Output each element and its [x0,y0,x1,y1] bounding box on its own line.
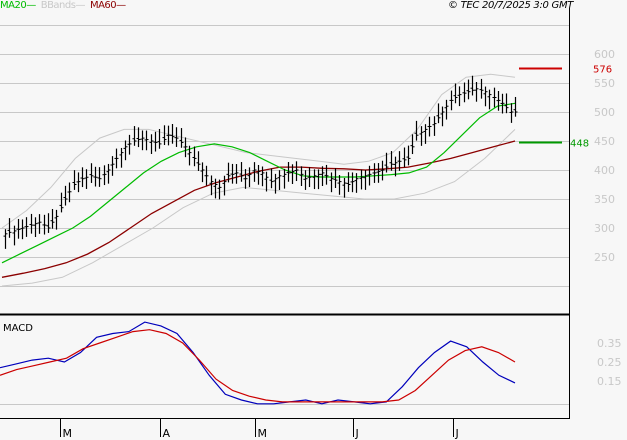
month-label: M [258,427,268,440]
price-y-label: 250 [594,251,615,264]
legend-ma20: MA20— [0,0,36,11]
macd-y-label: 0.15 [597,375,622,388]
macd-lines [0,321,516,405]
price-gridlines [0,25,569,287]
macd-y-label: 0.35 [597,337,622,350]
ma60-path [1,140,516,278]
month-label: A [163,427,171,440]
month-label: M [63,427,73,440]
support-resistance-levels: 576 448 [519,65,612,150]
ma20-path [1,102,516,264]
price-y-label: 600 [594,48,615,61]
macd-y-axis-labels: 0.35 0.25 0.15 [597,337,622,388]
bollinger-bands [1,73,516,287]
legend-bbands: BBands— [40,0,86,11]
month-label: J [355,427,359,440]
resistance-level-label: 576 [593,65,612,76]
price-y-label: 350 [594,193,615,206]
legend-ma60: MA60— [89,0,126,11]
macd-y-label: 0.25 [597,356,622,369]
macd-title: MACD [3,323,33,334]
macd-line [0,321,516,405]
price-y-label: 500 [594,106,615,119]
signal-line [0,329,516,403]
price-y-label: 300 [594,222,615,235]
ma60-line [1,140,516,278]
support-level-label: 448 [570,139,589,150]
price-bars [3,75,518,249]
copyright-label: © TEC 20/7/2025 3:0 GMT [448,0,574,11]
price-y-label: 550 [594,77,615,90]
chart-legend: MA20— BBands— MA60— [0,0,131,12]
bb-upper-line [1,73,516,229]
ma20-line [1,102,516,264]
price-y-label: 400 [594,164,615,177]
price-y-label: 450 [594,135,615,148]
month-label: J [455,427,459,440]
bb-lower-line [1,129,516,287]
price-y-axis-labels: 600 550 500 450 400 350 300 250 [594,48,615,264]
